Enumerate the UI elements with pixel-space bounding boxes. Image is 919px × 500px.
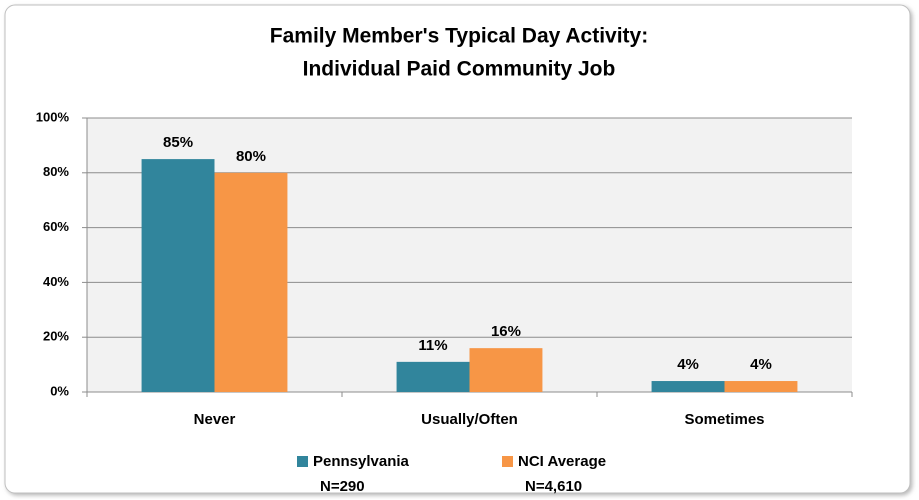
y-tick-label: 100% <box>36 109 70 124</box>
value-label: 4% <box>750 356 772 373</box>
legend-sample: N=4,610 <box>525 478 582 495</box>
y-tick-label: 40% <box>43 274 69 289</box>
legend-label: NCI Average <box>518 453 606 470</box>
bar <box>141 159 215 392</box>
y-tick-label: 20% <box>43 329 69 344</box>
bar <box>651 381 725 392</box>
legend-swatch <box>502 456 513 467</box>
value-label: 11% <box>418 337 447 354</box>
y-tick-label: 80% <box>43 164 69 179</box>
legend-swatch <box>297 456 308 467</box>
bar <box>469 348 543 392</box>
legend-label: Pennsylvania <box>313 453 410 470</box>
value-label: 16% <box>491 323 521 340</box>
x-tick-label: Never <box>194 411 236 428</box>
bar <box>396 361 470 392</box>
chart-title: Family Member's Typical Day Activity: <box>270 25 648 48</box>
bar <box>214 172 288 392</box>
x-tick-label: Usually/Often <box>421 411 518 428</box>
chart-title: Individual Paid Community Job <box>303 58 616 81</box>
y-tick-label: 0% <box>50 383 69 398</box>
y-tick-label: 60% <box>43 219 69 234</box>
legend-sample: N=290 <box>320 478 365 495</box>
x-tick-label: Sometimes <box>684 411 764 428</box>
value-label: 80% <box>236 148 266 165</box>
value-label: 85% <box>163 134 193 151</box>
bar <box>724 381 798 392</box>
value-label: 4% <box>677 356 699 373</box>
